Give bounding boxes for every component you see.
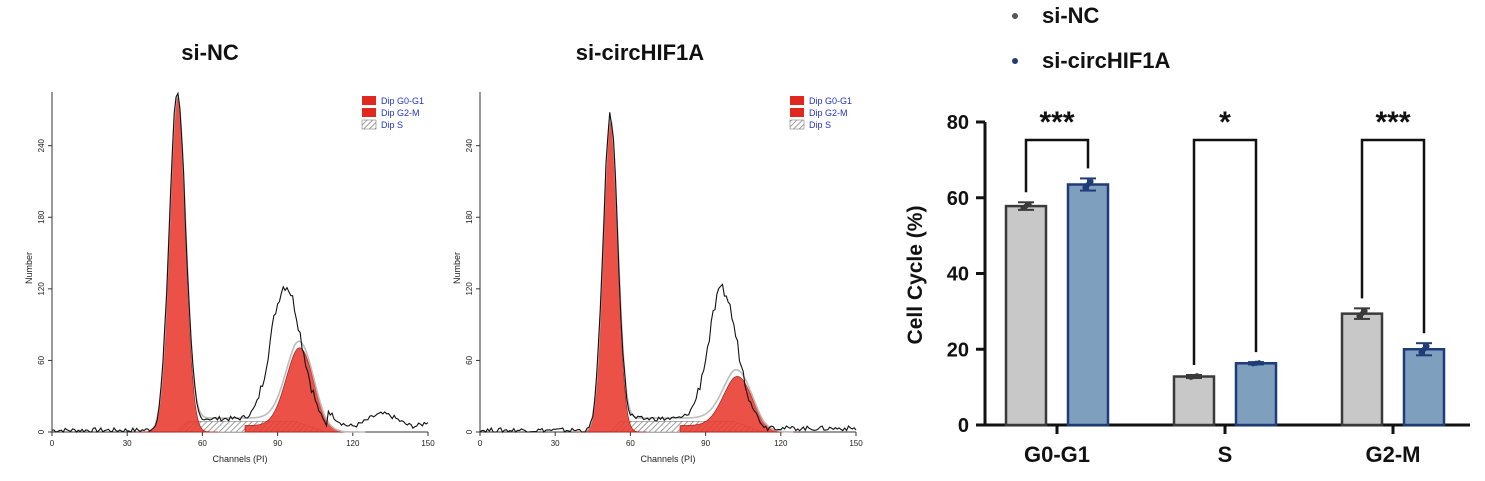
dip-g2-m-peak (244, 347, 356, 433)
x-tick-label: 30 (551, 439, 560, 448)
x-category-label: G2-M (1366, 442, 1421, 467)
y-tick-label: 120 (37, 282, 46, 296)
replicate-point (1424, 343, 1430, 349)
legend-label: Dip G2-M (381, 108, 420, 118)
dip-g0-g1-peak (136, 94, 218, 433)
legend-label-si-nc: si-NC (1042, 3, 1100, 28)
legend-marker-si-circhif1a (1012, 58, 1018, 64)
x-category-label: S (1218, 442, 1233, 467)
y-tick-label: 60 (465, 355, 474, 364)
flow-histogram-si-circhif1a: si-circHIF1A 0 30 60 90 120 150 0 60 120 180 240 C… (452, 40, 863, 464)
legend-label-si-circhif1a: si-circHIF1A (1042, 48, 1170, 73)
bar (1234, 362, 1278, 427)
significance-label: *** (1375, 106, 1410, 139)
x-tick-label: 0 (478, 439, 483, 448)
y-tick-label: 60 (947, 188, 969, 210)
legend-label: Dip G0-G1 (381, 96, 424, 106)
legend-marker-si-nc (1012, 13, 1018, 19)
flow-axes: 0 30 60 90 120 150 0 60 120 180 240 (37, 92, 435, 448)
bar-marks: *** * *** (1004, 106, 1446, 427)
bar (1340, 312, 1384, 427)
x-tick-label: 150 (421, 439, 435, 448)
dip-g0-g1-peak (573, 118, 648, 433)
measured-histogram (51, 91, 429, 433)
cell-cycle-bar-chart: si-NC si-circHIF1A Cell Cycle (%) 0 20 40 6… (904, 3, 1470, 467)
significance-bracket (1192, 138, 1258, 366)
bar (1066, 183, 1110, 427)
bar-axes: 0 20 40 60 80 G0-G1 S G2-M (947, 112, 1470, 467)
legend-swatch-s (361, 119, 377, 130)
significance-label: *** (1039, 106, 1074, 139)
measured-histogram (479, 112, 857, 433)
replicate-point (1088, 178, 1094, 185)
y-tick-label: 60 (37, 355, 46, 364)
replicate-point (1194, 373, 1200, 379)
y-tick-label: 240 (37, 138, 46, 152)
flow-legend: Dip G0-G1 Dip G2-M Dip S (789, 96, 852, 130)
y-axis-label: Number (24, 252, 34, 284)
significance-bracket (1360, 138, 1426, 334)
legend-label: Dip G2-M (809, 108, 848, 118)
significance-label: * (1219, 106, 1231, 139)
legend-label: Dip S (809, 120, 831, 130)
legend-label: Dip S (381, 120, 403, 130)
bar (1004, 204, 1048, 427)
bar (1402, 348, 1446, 427)
x-tick-label: 90 (701, 439, 710, 448)
panel-title: si-circHIF1A (576, 40, 704, 65)
replicate-point (1256, 360, 1262, 366)
replicate-point (1026, 201, 1032, 207)
x-axis-label: Channels (PI) (640, 454, 695, 464)
x-tick-label: 60 (626, 439, 635, 448)
legend-swatch-g2m (790, 108, 804, 117)
legend-swatch-g2m (362, 108, 376, 117)
x-tick-label: 60 (198, 439, 207, 448)
flow-axes: 0 30 60 90 120 150 0 60 120 180 240 (465, 92, 863, 448)
flow-legend: Dip G0-G1 Dip G2-M Dip S (361, 96, 424, 130)
y-axis-label: Cell Cycle (%) (904, 206, 927, 345)
y-tick-label: 40 (947, 264, 969, 286)
y-tick-label: 180 (37, 210, 46, 224)
x-tick-label: 0 (50, 439, 55, 448)
y-tick-label: 0 (37, 429, 46, 434)
bar-legend: si-NC si-circHIF1A (1012, 3, 1170, 73)
y-axis-label: Number (452, 252, 462, 284)
flow-histogram-si-nc: si-NC 0 30 60 90 120 150 0 60 120 180 240 Channels… (24, 40, 435, 464)
y-tick-label: 240 (465, 138, 474, 152)
legend-swatch-g0g1 (790, 96, 804, 105)
significance-bracket (1024, 138, 1090, 193)
x-tick-label: 120 (774, 439, 788, 448)
y-tick-label: 180 (465, 210, 474, 224)
x-tick-label: 120 (346, 439, 360, 448)
x-tick-label: 90 (273, 439, 282, 448)
panel-title: si-NC (181, 40, 239, 65)
y-tick-label: 0 (958, 415, 969, 437)
y-tick-label: 80 (947, 112, 969, 134)
y-tick-label: 0 (465, 429, 474, 434)
x-axis-label: Channels (PI) (212, 454, 267, 464)
legend-swatch-g0g1 (362, 96, 376, 105)
x-tick-label: 150 (849, 439, 863, 448)
y-tick-label: 120 (465, 282, 474, 296)
bar (1172, 375, 1216, 427)
x-category-label: G0-G1 (1024, 442, 1090, 467)
legend-label: Dip G0-G1 (809, 96, 852, 106)
legend-swatch-s (789, 119, 805, 130)
x-tick-label: 30 (123, 439, 132, 448)
y-tick-label: 20 (947, 339, 969, 361)
replicate-point (1362, 308, 1368, 314)
